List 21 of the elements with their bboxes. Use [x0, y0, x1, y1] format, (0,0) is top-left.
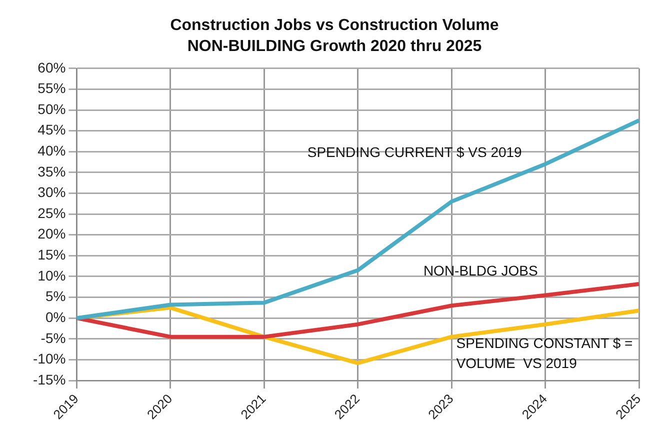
- y-tick-label: -10%: [32, 350, 66, 367]
- y-tick-label: 50%: [38, 100, 66, 117]
- y-tick-label: 35%: [38, 163, 66, 180]
- y-tick-label: 25%: [38, 204, 66, 221]
- series-label: NON-BLDG JOBS: [423, 262, 538, 278]
- y-tick-label: 20%: [38, 226, 66, 242]
- y-tick-label: 15%: [38, 246, 66, 263]
- y-tick-label: 45%: [38, 122, 66, 138]
- y-tick-label: 10%: [38, 267, 66, 284]
- chart-title: Construction Jobs vs Construction Volume: [170, 17, 499, 34]
- chart-subtitle: NON-BUILDING Growth 2020 thru 2025: [187, 38, 482, 56]
- series-label: SPENDING CURRENT $ VS 2019: [307, 144, 522, 160]
- y-tick-label: 30%: [38, 184, 66, 200]
- y-tick-label: 60%: [38, 59, 66, 76]
- y-tick-label: 0%: [45, 308, 66, 325]
- y-tick-label: 55%: [38, 80, 66, 96]
- series-label: SPENDING CONSTANT $ = VOLUME VS 2019: [456, 335, 633, 372]
- y-tick-label: 40%: [38, 142, 66, 158]
- y-tick-label: -15%: [32, 371, 66, 388]
- y-tick-label: 5%: [45, 288, 66, 304]
- y-tick-label: -5%: [40, 330, 66, 346]
